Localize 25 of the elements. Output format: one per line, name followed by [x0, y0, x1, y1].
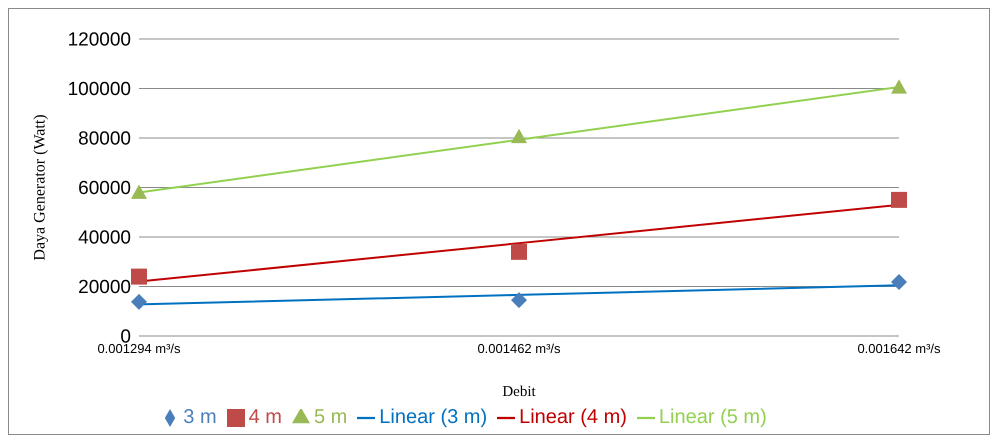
y-tick-label: 60000	[78, 178, 131, 200]
legend-label: 5 m	[314, 406, 348, 428]
x-axis-title: Debit	[502, 384, 536, 400]
point	[131, 268, 147, 285]
point	[511, 128, 527, 144]
x-tick-label: 0.001642 m³/s	[857, 341, 942, 356]
y-tick-label: 20000	[78, 277, 131, 298]
legend-label: 4 m	[248, 406, 282, 428]
y-axis-title: Daya Generator (Watt)	[32, 114, 49, 261]
point	[891, 79, 907, 94]
y-tick-label: 80000	[78, 128, 131, 150]
point	[511, 292, 527, 308]
point	[131, 294, 147, 310]
legend-label: Linear (3 m)	[379, 406, 488, 428]
y-tick-label: 120000	[68, 30, 131, 51]
y-tick-label: 40000	[78, 228, 131, 249]
legend-label: Linear (4 m)	[519, 406, 627, 428]
legend-label: Linear (5 m)	[658, 406, 767, 428]
y-tick-label: 100000	[68, 79, 131, 100]
point	[891, 274, 907, 290]
legend-label: 3 m	[183, 406, 217, 428]
point	[511, 244, 527, 260]
x-tick-label: 0.001462 m³/s	[477, 341, 562, 356]
point	[131, 184, 147, 199]
point	[891, 192, 907, 208]
